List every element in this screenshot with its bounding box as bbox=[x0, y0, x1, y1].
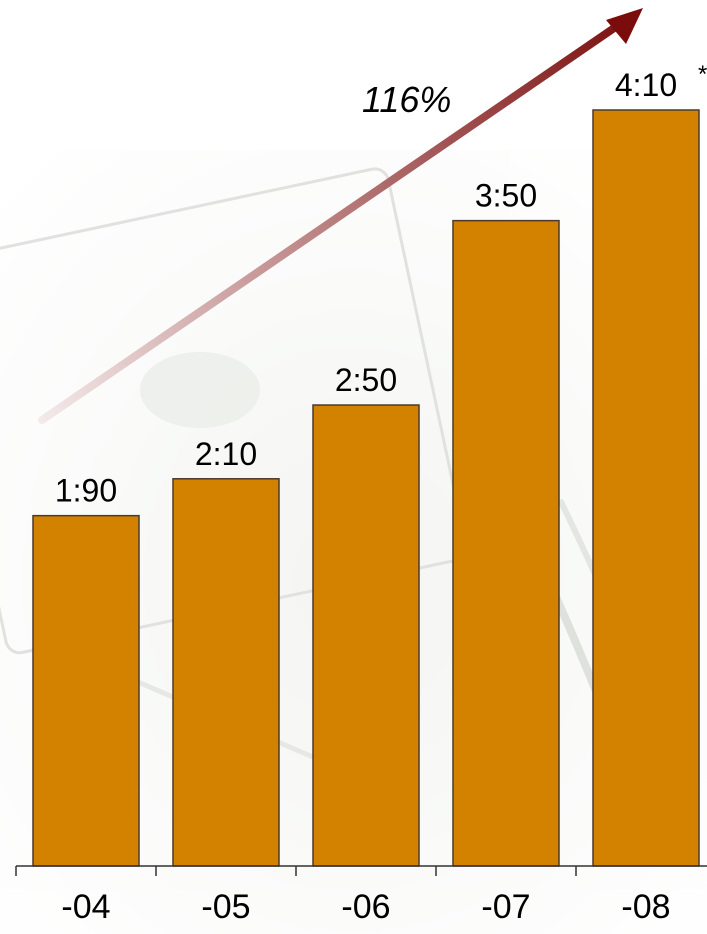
bar-series bbox=[32, 109, 700, 867]
footnote-mark: * bbox=[698, 61, 707, 88]
bar-05 bbox=[172, 478, 280, 867]
tick-label-08: -08 bbox=[621, 888, 670, 926]
growth-annotation: 116% bbox=[362, 79, 451, 120]
bar-06 bbox=[312, 404, 420, 867]
value-label-06: 2:50 bbox=[335, 362, 397, 398]
value-label-05: 2:10 bbox=[195, 436, 257, 472]
value-label-04: 1:90 bbox=[55, 473, 117, 509]
value-label-08: 4:10 bbox=[615, 67, 677, 103]
bar-07 bbox=[452, 219, 560, 867]
tick-label-07: -07 bbox=[481, 888, 530, 926]
tick-label-04: -04 bbox=[61, 888, 110, 926]
x-axis-ticks bbox=[15, 866, 577, 876]
bar-04 bbox=[32, 514, 140, 867]
tick-label-05: -05 bbox=[201, 888, 250, 926]
value-label-07: 3:50 bbox=[475, 178, 537, 214]
x-axis-tick-labels: -04 -05 -06 -07 -08 bbox=[61, 888, 670, 926]
tick-label-06: -06 bbox=[341, 888, 390, 926]
bar-08 bbox=[592, 109, 700, 867]
growth-arrow bbox=[38, 8, 643, 424]
value-labels: 1:90 2:10 2:50 3:50 4:10 * bbox=[55, 61, 707, 509]
